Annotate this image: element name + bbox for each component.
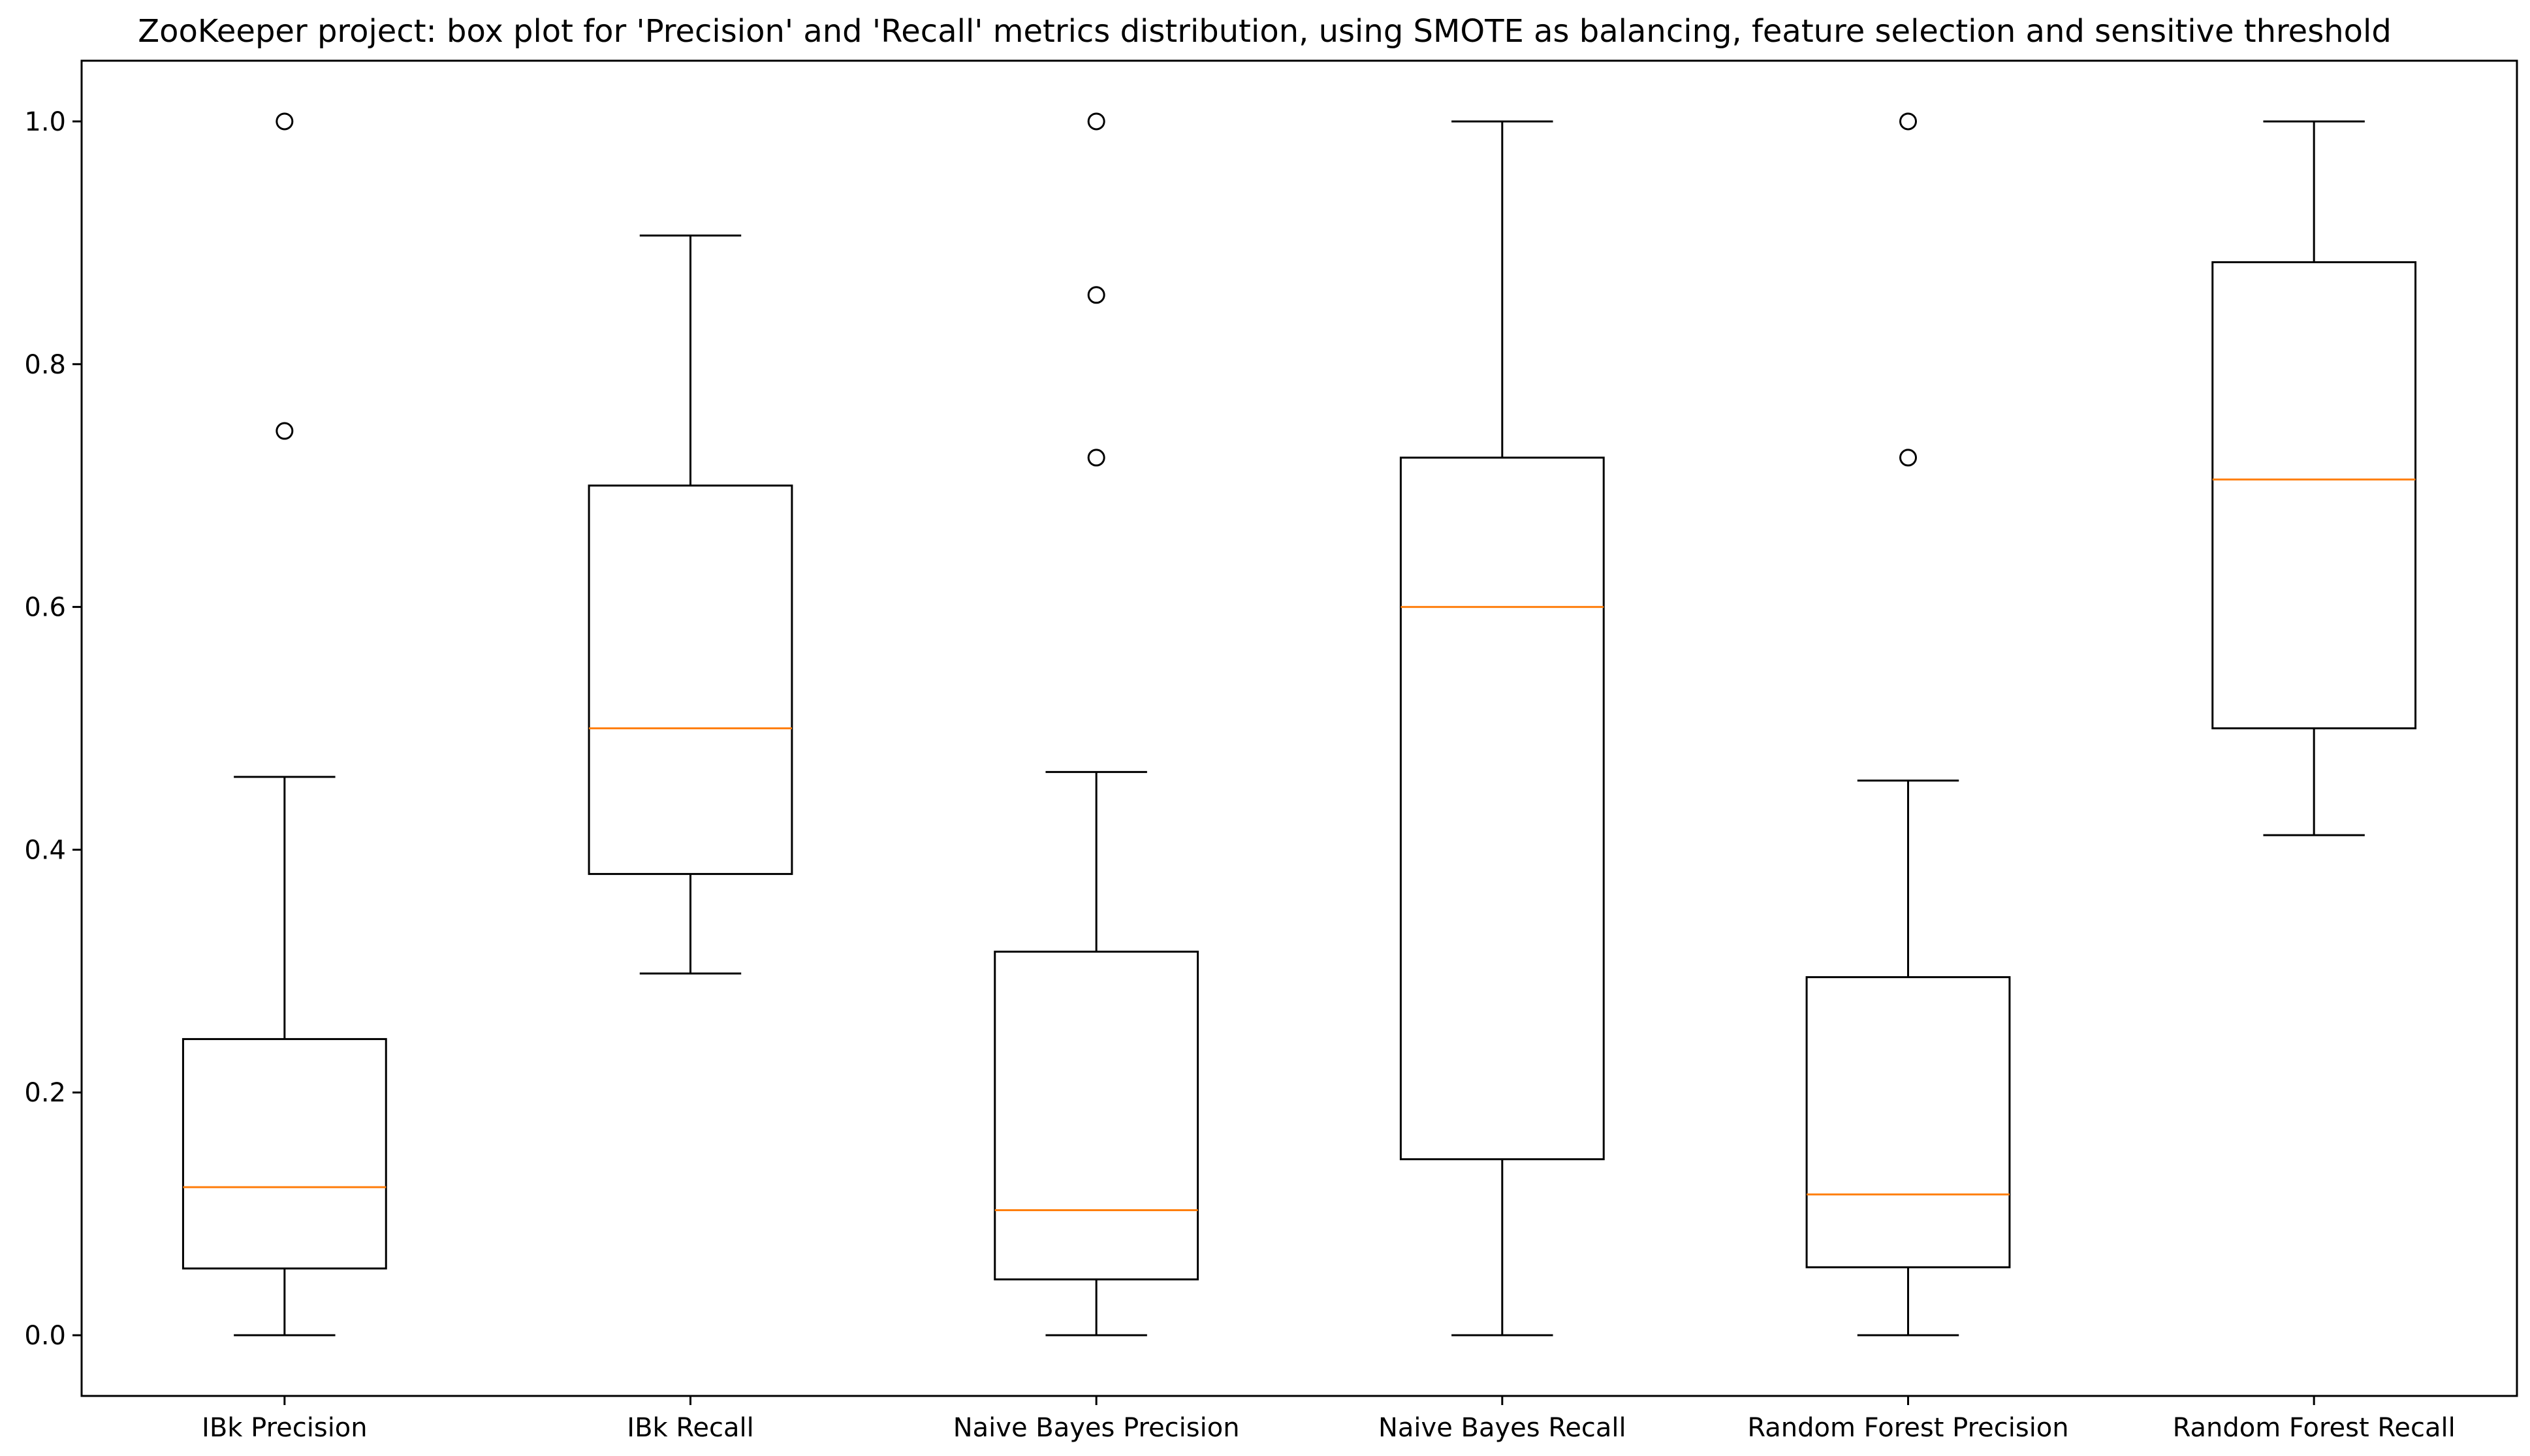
x-tick-label: IBk Recall	[627, 1413, 753, 1443]
box-iqr	[182, 1037, 387, 1270]
box-group	[1805, 112, 2011, 1337]
box-iqr	[994, 951, 1199, 1281]
box-group	[588, 234, 793, 975]
x-tick-label: IBk Precision	[202, 1413, 368, 1443]
outlier-point	[1087, 112, 1105, 131]
plot-frame	[80, 59, 2518, 1397]
y-tick-label: 1.0	[24, 107, 66, 137]
x-tick-label: Random Forest Precision	[1747, 1413, 2068, 1443]
x-tick-label: Naive Bayes Recall	[1378, 1413, 1626, 1443]
outlier-point	[1899, 449, 1917, 467]
y-tick-label: 0.6	[24, 593, 66, 623]
x-tick-label: Naive Bayes Precision	[953, 1413, 1240, 1443]
box-group	[1399, 120, 1605, 1337]
chart-title: ZooKeeper project: box plot for 'Precisi…	[138, 13, 2392, 50]
outlier-point	[276, 422, 294, 440]
y-tick-label: 0.8	[24, 350, 66, 380]
box-iqr	[588, 484, 793, 876]
x-axis: IBk Precision IBk Recall Naive Bayes Preci…	[202, 1396, 2456, 1443]
outlier-point	[1899, 112, 1917, 131]
box-iqr	[1399, 456, 1605, 1160]
box-group	[2211, 120, 2417, 836]
outlier-point	[276, 112, 294, 131]
plot-boxes	[182, 112, 2417, 1337]
outlier-point	[1087, 449, 1105, 467]
box-iqr	[2211, 261, 2417, 730]
y-tick-label: 0.4	[24, 835, 66, 865]
y-axis: 0.0 0.2 0.4 0.6 0.8 1.0	[24, 107, 82, 1351]
outlier-point	[1087, 286, 1105, 304]
y-tick-label: 0.0	[24, 1321, 66, 1351]
y-tick-label: 0.2	[24, 1078, 66, 1108]
box-iqr	[1805, 976, 2011, 1269]
x-tick-label: Random Forest Recall	[2173, 1413, 2456, 1443]
box-group	[994, 112, 1199, 1337]
box-group	[182, 112, 387, 1337]
